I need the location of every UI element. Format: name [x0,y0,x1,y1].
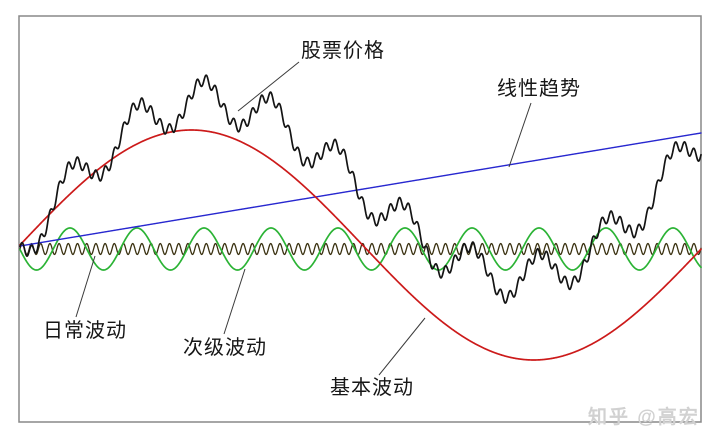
series-linear-trend [19,132,702,247]
series-primary-wave [19,129,702,361]
label-secondary-wave: 次级波动 [183,337,267,359]
label-linear-trend: 线性趋势 [497,78,581,100]
label-stock-price: 股票价格 [301,40,385,62]
label-linear-trend-text: 线性趋势 [497,78,581,100]
label-daily-wave: 日常波动 [43,320,127,342]
pointer-line-linear-trend [508,102,532,168]
pointer-line-primary-wave [378,317,426,376]
label-primary-wave-text: 基本波动 [330,377,414,399]
pointer-line-stock-price [237,61,300,112]
series-stock-price [19,74,702,304]
label-primary-wave: 基本波动 [330,377,414,399]
pointer-line-daily-wave [75,255,96,318]
label-stock-price-text: 股票价格 [301,40,385,62]
label-daily-wave-text: 日常波动 [43,320,127,342]
series-secondary-wave [19,227,702,271]
label-secondary-wave-text: 次级波动 [183,337,267,359]
watermark: 知乎 @高宏 [588,407,700,428]
pointer-line-secondary-wave [223,268,246,335]
